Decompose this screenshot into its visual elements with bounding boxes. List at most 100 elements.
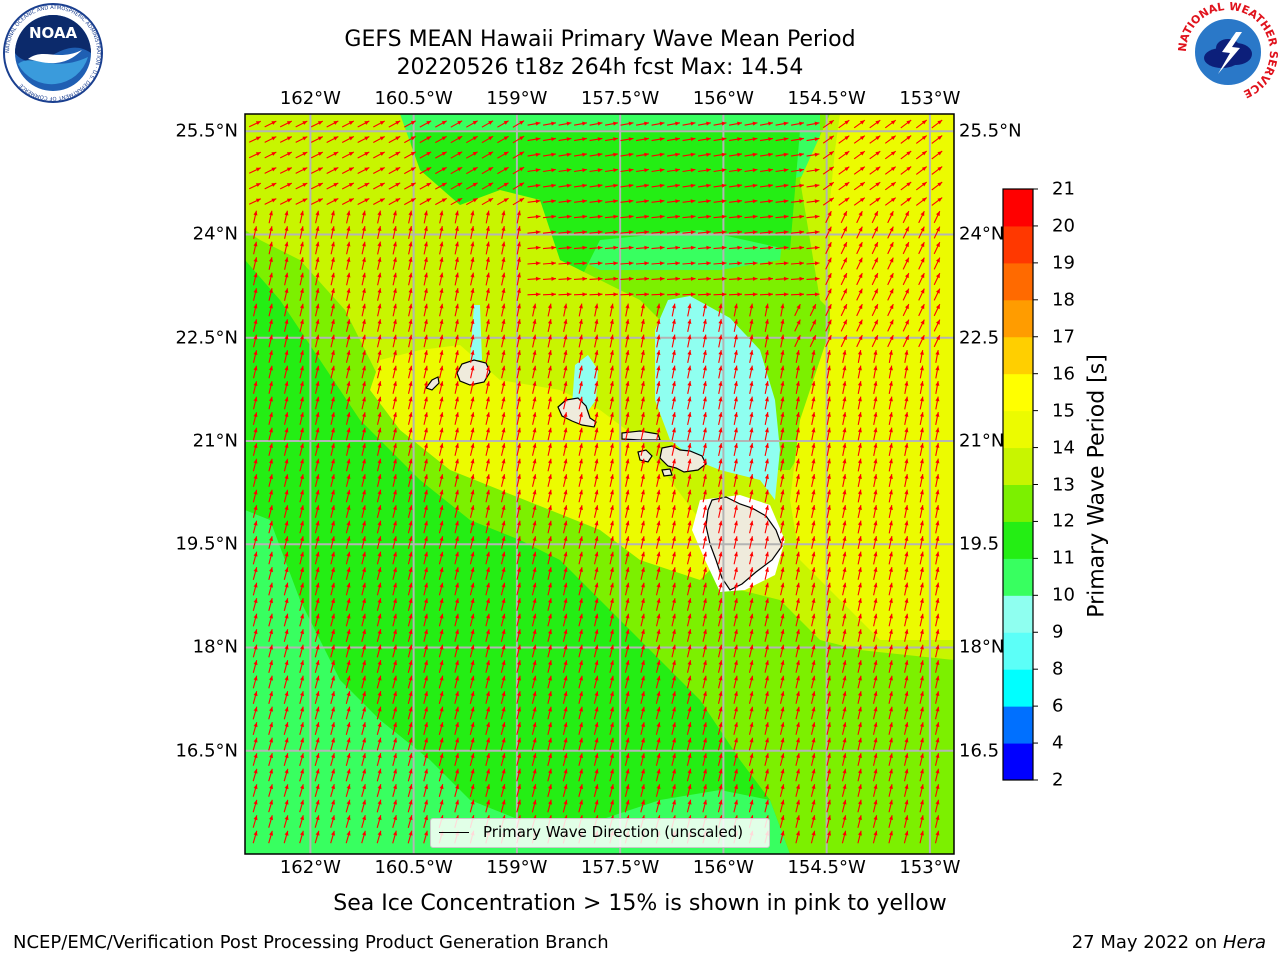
- wave-arrow-head: [470, 489, 475, 495]
- wave-arrow-head: [888, 365, 893, 371]
- wave-arrow-head: [423, 257, 428, 262]
- wave-arrow-head: [921, 182, 927, 187]
- wave-arrow-head: [300, 505, 304, 511]
- wave-arrow-head: [890, 197, 896, 202]
- wave-arrow-head: [765, 520, 769, 526]
- wave-arrow-head: [331, 551, 335, 557]
- wave-arrow-head: [610, 427, 614, 433]
- wave-arrow-head: [441, 120, 447, 125]
- wave-arrow-head: [455, 474, 459, 479]
- wave-arrow-head: [656, 396, 661, 402]
- island-niihau: [425, 376, 440, 391]
- wave-arrow-head: [548, 505, 552, 510]
- wave-arrow-head: [548, 458, 552, 464]
- wave-arrow-head: [768, 199, 773, 204]
- wave-arrow-head: [734, 536, 738, 541]
- wave-arrow-head: [551, 276, 556, 281]
- wave-arrow-head: [905, 304, 909, 310]
- wave-arrow-head: [517, 520, 521, 526]
- wave-arrow-head: [656, 489, 661, 495]
- wave-arrow-head: [890, 120, 896, 125]
- wave-arrow-head: [532, 489, 537, 495]
- wave-arrow-head: [827, 226, 832, 232]
- wave-arrow-head: [641, 505, 645, 510]
- wave-arrow-head: [783, 230, 789, 235]
- wave-arrow-head: [377, 443, 382, 448]
- footer-date: 27 May 2022 on: [1071, 932, 1223, 953]
- wave-arrow-head: [579, 427, 583, 433]
- wave-arrow-head: [300, 241, 304, 247]
- wave-arrow-head: [579, 396, 583, 402]
- lat-tick-label: 18°N: [959, 636, 1005, 658]
- wave-arrow-head: [811, 381, 816, 386]
- wave-arrow-head: [346, 536, 351, 542]
- wave-arrow-head: [315, 272, 320, 278]
- wave-arrow-head: [582, 121, 587, 126]
- wave-arrow-head: [690, 261, 696, 266]
- wave-arrow-head: [628, 245, 634, 250]
- wave-arrow-head: [470, 241, 475, 247]
- wave-arrow-head: [843, 288, 847, 294]
- wave-arrow-head: [702, 365, 707, 371]
- chart-subtitle: 20220526 t18z 264h fcst Max: 14.54: [396, 55, 804, 80]
- wave-arrow-head: [392, 241, 397, 247]
- wave-arrow-head: [253, 350, 258, 355]
- lon-tick-label: 160.5°W: [374, 88, 453, 109]
- wave-arrow-head: [594, 443, 599, 448]
- wave-arrow-head: [721, 230, 727, 235]
- wave-arrow-head: [904, 474, 909, 479]
- wave-arrow-head: [253, 474, 258, 480]
- island-kahoolawe: [661, 468, 673, 477]
- wave-arrow-head: [935, 458, 940, 464]
- wave-arrow-head: [532, 365, 537, 371]
- wave-arrow-head: [799, 121, 804, 126]
- wave-arrow-head: [889, 257, 894, 263]
- wave-arrow-head: [519, 182, 525, 187]
- wave-arrow-head: [424, 303, 428, 309]
- colorbar-tick-label: 10: [1052, 584, 1075, 606]
- wave-arrow-head: [783, 261, 789, 266]
- wave-arrow-head: [780, 427, 785, 433]
- wave-arrow-head: [733, 396, 738, 402]
- wave-arrow-head: [346, 226, 351, 231]
- wave-arrow-head: [613, 292, 618, 297]
- wave-arrow-head: [857, 381, 862, 386]
- colorbar-tick-label: 13: [1052, 474, 1075, 495]
- wave-arrow-head: [780, 412, 785, 417]
- wave-arrow-head: [408, 272, 413, 278]
- wave-arrow-head: [470, 334, 475, 340]
- wave-arrow-head: [253, 520, 258, 526]
- wave-arrow-head: [613, 199, 618, 204]
- wave-arrow-head: [812, 304, 816, 310]
- wave-arrow-head: [361, 210, 366, 216]
- wave-arrow-head: [516, 288, 521, 293]
- wave-arrow-head: [721, 168, 727, 173]
- wave-arrow-head: [362, 381, 366, 386]
- wave-arrow-head: [859, 151, 865, 156]
- wave-arrow-head: [780, 520, 785, 526]
- wave-arrow-head: [888, 489, 893, 495]
- wave-arrow-head: [551, 292, 556, 297]
- wave-arrow-head: [551, 199, 556, 204]
- wave-arrow-head: [597, 214, 603, 219]
- wave-arrow-head: [675, 168, 680, 173]
- wave-arrow-head: [625, 396, 630, 402]
- wave-arrow-head: [811, 458, 816, 464]
- wave-arrow-head: [424, 319, 428, 324]
- wave-arrow-head: [439, 334, 444, 340]
- wave-arrow-head: [690, 199, 696, 204]
- wave-arrow-head: [253, 365, 258, 371]
- wave-arrow-head: [470, 551, 475, 557]
- wave-arrow-head: [613, 121, 618, 126]
- wave-arrow-head: [628, 168, 634, 173]
- wave-arrow-head: [721, 121, 727, 126]
- wave-arrow-head: [470, 381, 475, 386]
- wave-direction-arrows: [248, 119, 943, 844]
- wave-arrow-head: [920, 335, 925, 341]
- wave-arrow-head: [656, 474, 661, 479]
- field-10-11-sw: [245, 510, 790, 854]
- wave-arrow-head: [566, 261, 572, 266]
- wave-arrow-head: [935, 536, 940, 541]
- wave-arrow-head: [315, 551, 320, 557]
- wave-arrow-head: [503, 120, 509, 125]
